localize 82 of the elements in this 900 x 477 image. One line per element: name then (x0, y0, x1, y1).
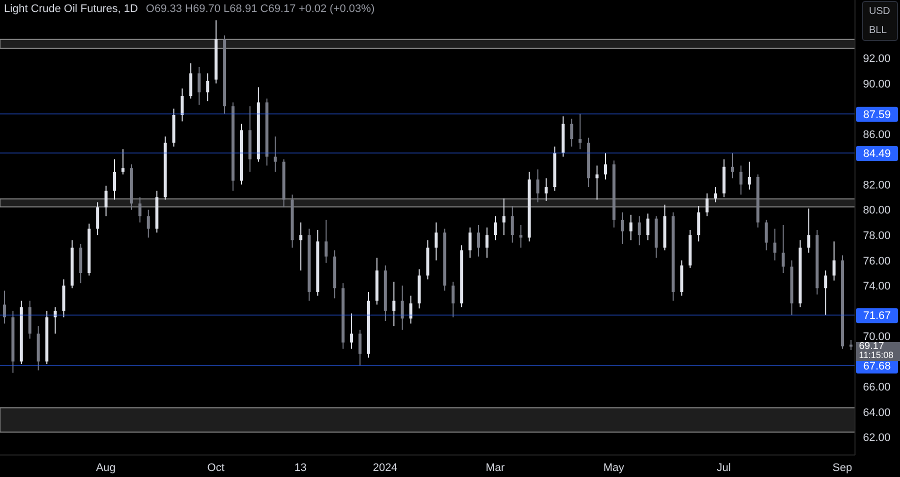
x-tick-label: Jul (716, 462, 731, 474)
candlestick (485, 227, 488, 258)
candlestick (714, 186, 718, 203)
candlestick (596, 165, 599, 200)
candlestick (198, 66, 201, 106)
y-tick-label: 70.00 (863, 331, 891, 344)
candlestick (96, 202, 100, 236)
chart-subtitle: O69.33 H69.70 L68.91 C69.17 +0.02 (+0.03%) (146, 3, 375, 15)
candlestick (477, 224, 480, 258)
candlestick (358, 329, 362, 366)
candlestick (324, 219, 328, 264)
candlestick (544, 178, 548, 202)
candlestick (468, 227, 472, 258)
candlestick (104, 185, 108, 217)
candlestick (604, 152, 608, 180)
candlestick (113, 158, 116, 200)
candlestick (706, 192, 709, 217)
candlestick (138, 196, 142, 223)
y-tick-label: 64.00 (863, 406, 891, 419)
candlestick (578, 113, 582, 150)
y-tick-label: 86.00 (863, 128, 891, 141)
candlestick (121, 148, 124, 175)
candlestick (764, 219, 768, 251)
chart-title: Light Crude Oil Futures, 1D (4, 3, 138, 15)
candlestick (697, 206, 700, 242)
candlestick (180, 88, 184, 122)
candlestick (773, 228, 776, 261)
text: USD (869, 5, 892, 19)
y-tick-label: 66.00 (863, 382, 891, 394)
candlestick (739, 165, 742, 196)
text: 11:15:08 (859, 350, 894, 361)
y-tick-label: 80.00 (863, 204, 891, 217)
candlestick (2, 290, 6, 324)
x-tick-label: Aug (96, 462, 116, 474)
candlestick (536, 168, 540, 203)
text: BLL (869, 24, 888, 38)
candlestick (350, 312, 354, 350)
candlestick (570, 118, 574, 148)
candlestick (434, 222, 438, 261)
candlestick (782, 224, 785, 274)
y-tick-label: 90.00 (863, 78, 891, 90)
candlestick (629, 214, 632, 241)
candlestick (400, 285, 404, 330)
ref-line-label: 67.68 (863, 360, 891, 373)
candlestick (452, 281, 455, 318)
candlestick (620, 212, 624, 244)
candlestick (832, 240, 836, 282)
ref-line-label: 87.59 (863, 108, 891, 121)
candlestick (274, 136, 277, 172)
candlestick (807, 208, 810, 254)
x-tick-label: Mar (486, 462, 506, 474)
candlestick (146, 209, 150, 238)
candlestick (638, 216, 641, 246)
candlestick (502, 198, 506, 236)
candlestick (510, 206, 514, 244)
y-tick-label: 74.00 (863, 280, 891, 293)
ref-line-label: 84.49 (863, 148, 891, 160)
y-tick-label: 82.00 (863, 179, 891, 192)
x-tick-label: Oct (207, 462, 224, 474)
candlestick (392, 281, 396, 327)
y-tick-label: 78.00 (863, 230, 891, 242)
candlestick (519, 224, 522, 248)
candlestick (849, 339, 852, 350)
candlestick (299, 222, 302, 271)
text: 69.17 (859, 340, 884, 352)
candlestick (54, 306, 57, 334)
candlestick (409, 295, 412, 324)
candlestick (206, 72, 210, 102)
x-tick-label: 13 (294, 462, 307, 474)
candlestick (730, 152, 734, 179)
candlestick (494, 216, 497, 241)
x-tick-label: May (603, 462, 625, 474)
candlestick (824, 270, 828, 316)
ref-line-label: 71.67 (863, 310, 891, 322)
x-tick-label: Sep (832, 462, 852, 474)
y-tick-label: 62.00 (863, 432, 891, 444)
y-tick-label: 92.00 (863, 53, 891, 66)
candlestick (748, 161, 751, 190)
y-tick-label: 76.00 (863, 255, 891, 268)
x-tick-label: 2024 (372, 462, 398, 474)
candlestick (646, 213, 650, 241)
candlestick (189, 62, 192, 100)
